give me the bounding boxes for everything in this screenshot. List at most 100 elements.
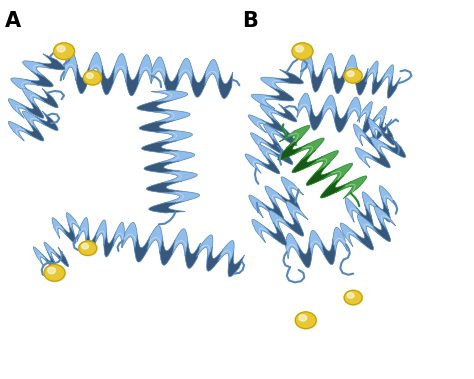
Polygon shape [147,226,163,253]
Polygon shape [372,106,386,128]
Polygon shape [228,252,245,277]
Polygon shape [355,147,378,168]
Circle shape [347,71,354,77]
Polygon shape [345,55,357,83]
Polygon shape [135,235,150,262]
Polygon shape [282,213,304,236]
Polygon shape [379,186,397,210]
Polygon shape [370,218,391,242]
Polygon shape [61,223,76,243]
Polygon shape [248,115,273,133]
Polygon shape [245,154,268,173]
Polygon shape [251,94,280,109]
Polygon shape [264,222,287,245]
Polygon shape [154,110,190,122]
Polygon shape [156,131,192,142]
Circle shape [299,315,307,321]
Polygon shape [309,230,324,256]
Polygon shape [340,223,361,246]
Polygon shape [161,171,197,183]
Polygon shape [356,204,374,228]
Polygon shape [278,138,309,160]
Polygon shape [114,53,127,83]
Circle shape [345,69,363,84]
Polygon shape [297,242,312,268]
Polygon shape [158,151,195,163]
Polygon shape [354,124,370,146]
Polygon shape [372,72,385,94]
Polygon shape [260,105,284,123]
Polygon shape [218,241,234,265]
Polygon shape [163,191,200,203]
Polygon shape [151,57,165,84]
Circle shape [54,43,74,60]
Polygon shape [205,60,219,86]
Polygon shape [52,218,67,238]
Polygon shape [151,90,188,102]
Polygon shape [66,213,81,233]
Polygon shape [264,124,285,144]
Polygon shape [185,241,201,268]
Polygon shape [270,145,293,164]
Polygon shape [53,247,69,267]
Polygon shape [258,144,281,164]
Polygon shape [281,177,303,200]
Polygon shape [374,206,395,230]
Polygon shape [365,61,378,84]
Polygon shape [95,220,107,245]
Polygon shape [261,77,289,92]
Circle shape [45,265,66,282]
Circle shape [80,242,98,256]
Polygon shape [8,99,31,118]
Polygon shape [138,55,152,84]
Polygon shape [64,52,77,80]
Polygon shape [320,175,351,198]
Circle shape [292,43,313,60]
Polygon shape [144,161,181,172]
Polygon shape [191,70,206,97]
Polygon shape [292,150,323,173]
Polygon shape [273,104,297,122]
Polygon shape [160,238,175,265]
Circle shape [82,243,89,249]
Polygon shape [279,125,310,148]
Polygon shape [89,53,102,81]
Polygon shape [381,65,393,88]
Polygon shape [22,111,46,131]
Polygon shape [368,118,385,140]
Polygon shape [285,233,300,259]
Polygon shape [345,198,363,222]
Polygon shape [113,222,125,247]
Polygon shape [293,138,324,161]
Circle shape [295,312,316,329]
Polygon shape [278,188,300,211]
Polygon shape [311,64,324,92]
Circle shape [47,267,55,274]
Polygon shape [275,69,303,84]
Polygon shape [373,197,391,222]
Polygon shape [356,67,368,95]
Polygon shape [363,112,377,135]
Circle shape [345,291,363,305]
Polygon shape [336,176,367,199]
Polygon shape [362,192,380,216]
Circle shape [83,70,101,85]
Circle shape [295,45,303,52]
Circle shape [55,44,75,60]
Polygon shape [25,71,53,87]
Polygon shape [383,137,406,158]
Polygon shape [35,111,58,130]
Polygon shape [353,227,374,250]
Polygon shape [286,201,308,224]
Polygon shape [333,227,347,253]
Polygon shape [23,61,51,77]
Polygon shape [377,117,392,139]
Polygon shape [33,247,49,266]
Circle shape [57,45,65,52]
Polygon shape [321,239,336,265]
Polygon shape [178,58,192,85]
Circle shape [79,241,97,255]
Polygon shape [300,52,313,80]
Polygon shape [252,219,274,243]
Polygon shape [21,99,44,118]
